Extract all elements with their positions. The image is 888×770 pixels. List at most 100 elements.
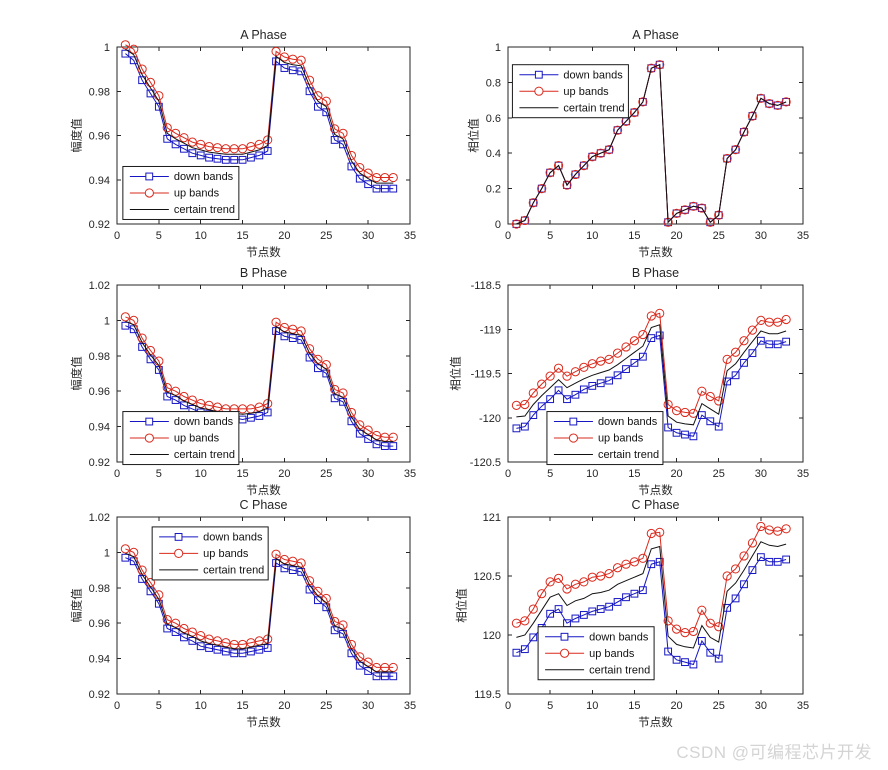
marker-square bbox=[372, 184, 381, 193]
x-tick-label: 20 bbox=[278, 700, 290, 712]
subplot-a-phase-phase: 0 5 10 15 20 25 30 35 0 0.2 0.4 0.6 0.8 1 A Phase 节点数 相位… bbox=[467, 28, 809, 259]
legend-marker-circle bbox=[174, 548, 184, 559]
marker-square bbox=[756, 94, 765, 103]
marker-square bbox=[330, 136, 339, 144]
legend-box: down bands up bands certain trend bbox=[122, 165, 240, 220]
legend-label: down bands bbox=[174, 416, 234, 428]
x-tick-label: 0 bbox=[505, 700, 511, 712]
marker-square bbox=[180, 144, 188, 153]
subplot-title: C Phase bbox=[240, 498, 288, 512]
marker-square bbox=[647, 64, 656, 73]
marker-circle bbox=[638, 97, 648, 107]
axis-ticks bbox=[116, 516, 411, 695]
marker-square bbox=[697, 204, 706, 212]
y-axis-label: 相位值 bbox=[455, 588, 469, 623]
marker-circle bbox=[137, 64, 147, 74]
marker-square bbox=[389, 442, 398, 450]
legend-label: down bands bbox=[589, 631, 649, 643]
y-tick-label: 0 bbox=[495, 219, 501, 231]
marker-circle bbox=[388, 172, 398, 183]
x-tick-label: 25 bbox=[713, 230, 725, 242]
x-tick-label: 35 bbox=[797, 468, 809, 480]
marker-square bbox=[731, 594, 740, 603]
marker-square bbox=[355, 661, 364, 670]
marker-square bbox=[330, 626, 339, 635]
marker-square bbox=[563, 181, 571, 189]
series-line-trend bbox=[125, 48, 394, 184]
marker-square bbox=[339, 140, 347, 149]
x-tick-label: 0 bbox=[505, 230, 511, 242]
marker-square bbox=[280, 564, 289, 573]
marker-square bbox=[748, 566, 757, 574]
marker-square bbox=[372, 672, 381, 681]
marker-circle bbox=[722, 354, 732, 364]
legend-marker-square bbox=[560, 632, 569, 641]
marker-circle bbox=[756, 521, 766, 532]
marker-square bbox=[630, 589, 639, 598]
y-tick-label: 0.4 bbox=[486, 148, 501, 160]
marker-square bbox=[129, 56, 138, 65]
x-tick-label: 35 bbox=[797, 700, 809, 712]
marker-square bbox=[121, 49, 130, 58]
series-trend bbox=[125, 48, 394, 184]
marker-square bbox=[596, 379, 605, 388]
marker-square bbox=[213, 154, 222, 163]
y-tick-label: -119 bbox=[480, 324, 501, 336]
marker-square bbox=[355, 174, 364, 183]
marker-square bbox=[647, 560, 656, 569]
x-tick-label: 15 bbox=[236, 230, 248, 242]
marker-circle bbox=[773, 526, 783, 536]
y-tick-label: 120.5 bbox=[473, 571, 501, 583]
marker-square bbox=[121, 553, 130, 562]
series-up bbox=[511, 521, 791, 638]
marker-square bbox=[196, 642, 205, 651]
series-down bbox=[121, 553, 398, 681]
x-axis-label: 节点数 bbox=[638, 483, 673, 497]
marker-circle bbox=[570, 169, 581, 180]
marker-circle bbox=[587, 152, 597, 162]
marker-square bbox=[706, 417, 715, 426]
series-down bbox=[512, 331, 791, 441]
marker-square bbox=[364, 180, 373, 189]
x-tick-label: 20 bbox=[670, 468, 682, 480]
series-down bbox=[121, 49, 398, 193]
y-tick-label: -120.5 bbox=[470, 457, 501, 469]
marker-circle bbox=[196, 139, 206, 149]
marker-circle bbox=[171, 128, 181, 138]
marker-circle bbox=[537, 184, 547, 194]
series-line-trend bbox=[125, 552, 394, 673]
marker-circle bbox=[697, 386, 707, 396]
marker-circle bbox=[129, 44, 139, 54]
marker-square bbox=[706, 218, 715, 227]
marker-square bbox=[622, 365, 630, 373]
marker-circle bbox=[537, 379, 547, 389]
marker-square bbox=[512, 220, 521, 228]
marker-square bbox=[364, 435, 373, 443]
legend-box: down bands up bands certain trend bbox=[122, 411, 240, 466]
axis-ticks bbox=[507, 46, 804, 225]
subplot-b-phase-amplitude: 0 5 10 15 20 25 30 35 0.92 0.94 0.96 0.98 1 1.02 B Pha… bbox=[70, 266, 417, 497]
marker-square bbox=[596, 605, 605, 613]
marker-circle bbox=[579, 362, 589, 372]
marker-circle bbox=[279, 52, 290, 62]
legend-label: down bands bbox=[563, 69, 623, 81]
legend-label: down bands bbox=[203, 532, 263, 544]
marker-square bbox=[630, 358, 639, 367]
y-tick-label: 0.6 bbox=[486, 113, 501, 125]
marker-circle bbox=[596, 571, 606, 581]
x-tick-label: 5 bbox=[156, 230, 162, 242]
legend-label: up bands bbox=[203, 548, 249, 560]
marker-circle bbox=[246, 141, 256, 152]
x-tick-label: 20 bbox=[670, 230, 682, 242]
marker-circle bbox=[612, 563, 623, 573]
marker-square bbox=[756, 336, 765, 345]
marker-circle bbox=[579, 577, 589, 587]
marker-circle bbox=[629, 557, 640, 567]
marker-square bbox=[689, 660, 698, 669]
marker-circle bbox=[688, 626, 699, 637]
subplot-title: B Phase bbox=[632, 266, 679, 280]
y-tick-label: 0.92 bbox=[89, 457, 110, 469]
marker-square bbox=[672, 655, 681, 664]
y-tick-label: 0.8 bbox=[486, 77, 501, 89]
marker-square bbox=[520, 645, 529, 654]
